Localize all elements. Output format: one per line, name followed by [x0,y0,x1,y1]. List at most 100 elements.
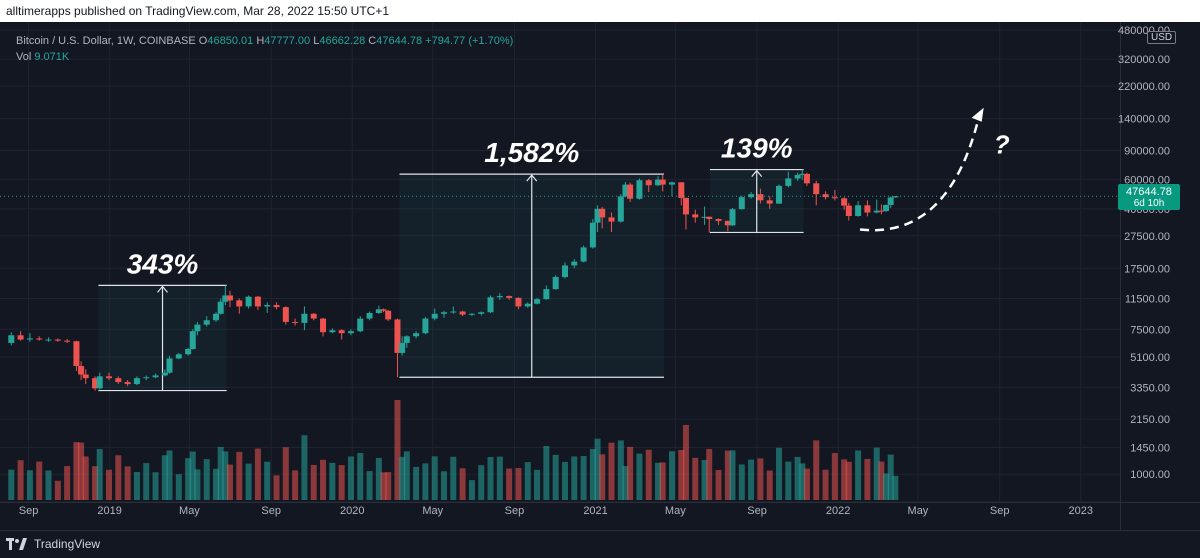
candle-series [8,169,899,391]
candle-body [189,331,196,350]
volume-bar [892,475,899,500]
price-chart[interactable]: 480000.00320000.00220000.00140000.009000… [0,22,1200,530]
candle-body [706,216,713,220]
volume-bar [124,466,131,500]
volume-bar [785,461,792,500]
volume-bar [36,461,43,500]
candle-body [831,197,838,199]
candle-body [64,340,71,342]
candle-body [855,205,862,216]
volume-bar [54,480,61,500]
volume-bar [375,457,382,500]
volume-bar [185,458,192,500]
candle-body [459,311,466,315]
volume-bar [133,471,140,500]
volume-bar [310,464,317,500]
volume-bar [841,459,848,500]
candle-body [213,313,220,321]
price-tick-label: 7500.00 [1130,324,1170,336]
candle-body [413,333,420,337]
volume-bar [143,463,150,500]
volume-bar [831,452,838,500]
candle-body [54,339,61,341]
price-tick-label: 140000.00 [1118,114,1170,126]
volume-bar [166,450,173,500]
candle-body [748,194,755,198]
candle-body [864,205,871,213]
volume-bar [264,461,271,500]
currency-badge[interactable]: USD [1147,31,1177,44]
time-tick-label: 2022 [826,505,850,517]
high-label: H [256,35,265,47]
candle-body [776,185,783,204]
candle-body [813,183,820,195]
volume-bar [543,446,550,500]
time-tick-label: 2019 [97,505,121,517]
volume-bar [580,455,587,500]
volume-bar [682,424,689,500]
candle-body [194,324,201,332]
low-value: 46662.28 [319,35,366,47]
time-axis: Sep 2019 May Sep 2020 May Sep 2021 May Sep 2022 May… [19,505,1093,517]
volume-bar [738,464,745,500]
volume-bar [534,469,541,500]
candle-body [692,214,699,218]
volume-bar [599,454,606,500]
volume-bar [617,440,624,500]
volume-value: 9.071K [34,51,70,63]
candle-body [873,210,880,213]
chart-area[interactable]: 480000.00 320000.00 220000.00 140000.00 9000… [0,22,1200,530]
candle-body [143,377,150,379]
volume-bar [706,448,713,500]
volume-bar [254,448,261,500]
volume-bar [589,448,596,500]
volume-bar [394,400,401,500]
volume-bar [292,470,299,500]
volume-bar [403,451,410,500]
volume-bar [203,459,210,500]
price-tick-label: 320000.00 [1118,54,1170,66]
time-tick-label: 2023 [1069,505,1093,517]
candle-body [729,209,736,226]
volume-bar [26,470,33,500]
candle-body [17,335,24,340]
footer-bar: TradingView [0,530,1200,558]
candle-body [310,313,317,319]
tradingview-brand[interactable]: TradingView [6,537,100,551]
candle-body [561,265,568,278]
volume-bar [496,456,503,500]
candle-body [627,184,634,199]
volume-bar [106,469,113,500]
volume-bar [73,442,80,500]
candle-body [799,173,806,175]
volume-bar [329,462,336,500]
volume-bar [320,459,327,500]
change-value: +794.77 (+1.70%) [425,35,514,47]
volume-bar [813,440,820,500]
volume-bar [524,462,531,500]
volume-bar [729,450,736,500]
volume-bar [748,459,755,500]
volume-bar [636,453,643,500]
candle-body [217,301,224,314]
volume-bar [96,449,103,500]
volume-bar [757,458,764,500]
volume-bar [273,475,280,500]
candle-body [338,330,345,334]
candle-body [678,182,685,198]
candle-body [133,378,140,385]
volume-bar [459,468,466,500]
volume-bar [659,462,666,500]
candle-body [8,335,15,343]
candle-body [450,311,457,313]
candle-body [803,173,810,184]
candle-body [655,179,662,186]
volume-bar [217,446,224,500]
candle-body [478,312,485,314]
volume-bar [82,456,89,500]
volume-bar [645,449,652,500]
volume-bar [64,466,71,500]
volume-bar [78,442,85,500]
candle-body [441,312,448,314]
candle-body [236,300,243,307]
